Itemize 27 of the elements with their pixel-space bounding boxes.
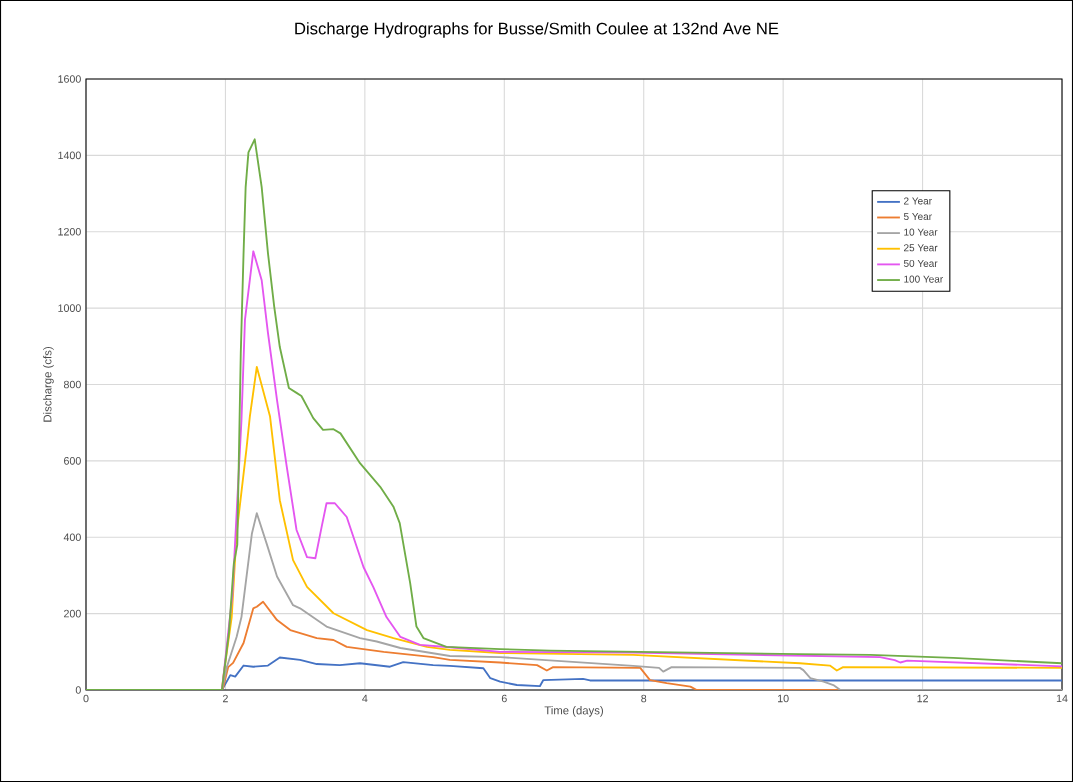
y-tick-label: 400 [63,533,81,542]
x-tick-label: 10 [778,694,789,703]
x-tick-label: 6 [501,694,507,703]
line-series [86,138,1063,690]
y-tick-label: 1400 [58,151,81,160]
x-tick-label: 12 [917,694,928,703]
x-tick-label: 4 [362,694,368,703]
legend-label: 10 Year [904,228,938,236]
x-tick-label: 0 [83,694,89,703]
legend-label: 25 Year [904,244,938,252]
y-axis-title: Discharge (cfs) [43,347,54,422]
y-tick-label: 200 [64,609,81,618]
y-tick-label: 1000 [58,304,81,312]
y-tick-label: 1600 [58,75,81,83]
y-tick-label: 600 [64,457,81,465]
x-axis-title: Time (days) [544,706,603,717]
y-tick-label: 1200 [58,227,81,236]
legend-label: 5 Year [903,213,932,221]
legend-label: 100 Year [904,275,943,283]
legend-label: 50 Year [903,259,938,267]
x-tick-label: 14 [1056,694,1068,703]
x-tick-label: 8 [641,694,647,703]
chart-title: Discharge Hydrographs for Busse/Smith Coulee at 132nd Ave NE [295,22,779,38]
y-tick-label: 800 [63,380,81,389]
legend-label: 2 Year [904,197,932,205]
x-tick-label: 2 [223,694,228,703]
y-tick-label: 0 [75,686,81,694]
